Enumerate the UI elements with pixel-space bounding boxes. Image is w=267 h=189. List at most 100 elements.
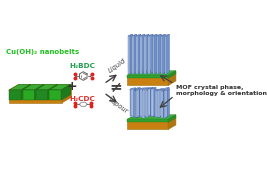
Polygon shape bbox=[151, 89, 154, 115]
Polygon shape bbox=[150, 88, 152, 116]
Polygon shape bbox=[127, 71, 176, 76]
Polygon shape bbox=[151, 88, 153, 115]
Polygon shape bbox=[23, 90, 34, 100]
Text: ≠: ≠ bbox=[109, 80, 122, 95]
Polygon shape bbox=[148, 89, 151, 115]
Polygon shape bbox=[148, 88, 152, 89]
Polygon shape bbox=[36, 90, 48, 100]
Polygon shape bbox=[143, 89, 145, 116]
Polygon shape bbox=[134, 89, 139, 91]
Polygon shape bbox=[146, 90, 148, 117]
Polygon shape bbox=[140, 88, 145, 89]
Polygon shape bbox=[168, 115, 176, 122]
Point bbox=[89, 76, 94, 79]
Polygon shape bbox=[49, 90, 61, 100]
Polygon shape bbox=[9, 90, 62, 103]
Polygon shape bbox=[127, 71, 176, 75]
Polygon shape bbox=[9, 84, 31, 90]
Polygon shape bbox=[131, 89, 135, 90]
Polygon shape bbox=[129, 89, 132, 116]
Polygon shape bbox=[161, 90, 166, 91]
Polygon shape bbox=[136, 89, 140, 91]
Polygon shape bbox=[145, 90, 147, 118]
Polygon shape bbox=[155, 89, 160, 90]
Polygon shape bbox=[62, 85, 72, 103]
Polygon shape bbox=[154, 88, 156, 116]
Polygon shape bbox=[127, 115, 176, 120]
Polygon shape bbox=[152, 34, 157, 36]
Polygon shape bbox=[163, 90, 166, 118]
Polygon shape bbox=[148, 88, 153, 89]
Polygon shape bbox=[156, 89, 160, 91]
Polygon shape bbox=[151, 90, 154, 116]
Polygon shape bbox=[140, 34, 145, 36]
Polygon shape bbox=[163, 34, 166, 74]
Polygon shape bbox=[134, 34, 137, 74]
Polygon shape bbox=[140, 90, 142, 116]
Polygon shape bbox=[148, 36, 151, 74]
Polygon shape bbox=[137, 89, 139, 117]
Polygon shape bbox=[136, 87, 140, 89]
Polygon shape bbox=[148, 34, 153, 36]
Polygon shape bbox=[168, 71, 176, 85]
Polygon shape bbox=[152, 36, 155, 74]
Polygon shape bbox=[140, 89, 144, 91]
Polygon shape bbox=[144, 36, 146, 74]
Polygon shape bbox=[165, 36, 167, 74]
Polygon shape bbox=[139, 88, 142, 116]
Polygon shape bbox=[136, 34, 141, 36]
Polygon shape bbox=[161, 36, 163, 74]
Polygon shape bbox=[166, 89, 169, 117]
Polygon shape bbox=[134, 88, 136, 116]
Polygon shape bbox=[154, 88, 156, 115]
Polygon shape bbox=[127, 119, 168, 122]
Polygon shape bbox=[138, 34, 141, 74]
Polygon shape bbox=[160, 89, 163, 117]
Polygon shape bbox=[165, 34, 170, 36]
Polygon shape bbox=[127, 76, 168, 85]
Polygon shape bbox=[165, 90, 167, 117]
Polygon shape bbox=[165, 89, 169, 90]
Polygon shape bbox=[139, 89, 141, 117]
Polygon shape bbox=[154, 88, 156, 115]
Polygon shape bbox=[135, 89, 139, 90]
Polygon shape bbox=[21, 84, 31, 100]
Polygon shape bbox=[135, 90, 137, 117]
Point bbox=[73, 101, 77, 104]
Polygon shape bbox=[158, 90, 160, 117]
Polygon shape bbox=[136, 91, 138, 117]
Text: Vapour: Vapour bbox=[106, 96, 128, 115]
Polygon shape bbox=[142, 90, 147, 91]
Polygon shape bbox=[168, 115, 176, 129]
Polygon shape bbox=[145, 89, 147, 115]
Polygon shape bbox=[133, 89, 135, 117]
Point bbox=[89, 73, 94, 76]
Polygon shape bbox=[140, 36, 142, 74]
Polygon shape bbox=[36, 84, 57, 90]
Polygon shape bbox=[147, 88, 150, 115]
Polygon shape bbox=[157, 36, 159, 74]
Polygon shape bbox=[164, 90, 168, 91]
Polygon shape bbox=[151, 88, 156, 89]
Polygon shape bbox=[23, 84, 44, 90]
Polygon shape bbox=[137, 88, 142, 90]
Polygon shape bbox=[140, 89, 143, 116]
Polygon shape bbox=[164, 90, 166, 117]
Polygon shape bbox=[138, 89, 140, 117]
Polygon shape bbox=[160, 88, 164, 90]
Polygon shape bbox=[153, 89, 155, 117]
Polygon shape bbox=[131, 90, 134, 116]
Point bbox=[89, 104, 93, 107]
Polygon shape bbox=[128, 36, 130, 74]
Polygon shape bbox=[157, 34, 161, 36]
Point bbox=[73, 104, 77, 107]
Polygon shape bbox=[155, 90, 158, 117]
Polygon shape bbox=[132, 88, 134, 116]
Polygon shape bbox=[134, 91, 136, 118]
Polygon shape bbox=[135, 91, 138, 117]
Polygon shape bbox=[140, 91, 142, 117]
Polygon shape bbox=[143, 88, 147, 89]
Polygon shape bbox=[136, 89, 138, 115]
Polygon shape bbox=[136, 89, 139, 118]
Polygon shape bbox=[127, 75, 168, 78]
